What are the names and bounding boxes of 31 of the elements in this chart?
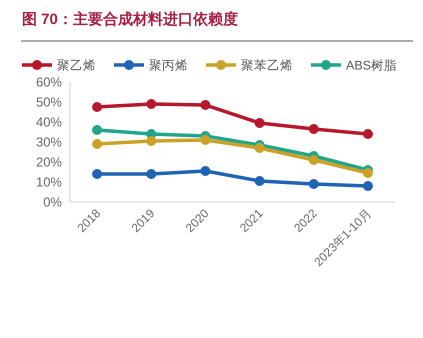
point xyxy=(362,168,373,178)
point xyxy=(92,139,102,149)
point xyxy=(254,118,265,128)
y-tick-label: 50% xyxy=(36,94,62,110)
y-tick-label: 60% xyxy=(36,74,62,90)
point xyxy=(200,100,210,110)
legend-label: 聚乙烯 xyxy=(57,58,96,72)
point xyxy=(200,166,210,176)
y-tick-label: 30% xyxy=(36,134,62,150)
y-tick-label: 40% xyxy=(36,114,62,130)
point xyxy=(254,143,265,153)
point xyxy=(308,124,319,134)
point xyxy=(146,99,156,109)
chart-title: 图 70：主要合成材料进口依赖度 xyxy=(22,10,238,28)
point xyxy=(308,179,319,189)
point xyxy=(92,102,102,112)
point xyxy=(308,155,319,165)
point xyxy=(92,169,102,179)
point xyxy=(146,169,156,179)
point xyxy=(200,135,210,145)
y-tick-label: 0% xyxy=(43,194,62,210)
point xyxy=(92,125,102,135)
legend-label: ABS树脂 xyxy=(346,58,398,72)
point xyxy=(254,176,265,186)
legend-label: 聚苯乙烯 xyxy=(241,58,293,72)
legend-label: 聚丙烯 xyxy=(149,58,188,72)
y-tick-label: 10% xyxy=(36,174,62,190)
y-tick-label: 20% xyxy=(36,154,62,170)
point xyxy=(362,181,373,191)
point xyxy=(146,136,156,146)
point xyxy=(362,129,373,139)
